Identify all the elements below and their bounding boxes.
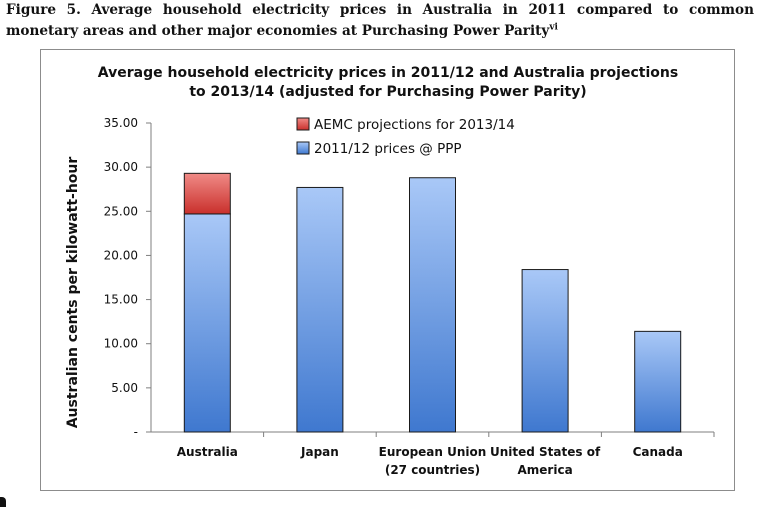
x-category-label: Canada <box>633 445 683 459</box>
y-tick-label: 10.00 <box>104 337 138 351</box>
bar-2011-12-price <box>296 186 344 433</box>
chart-frame: Average household electricity prices in … <box>40 49 735 491</box>
figure-caption-text: Figure 5. Average household electricity … <box>6 2 754 39</box>
x-category-label: (27 countries) <box>385 463 480 477</box>
x-category-label: United States of <box>490 445 601 459</box>
y-tick-label: 5.00 <box>111 381 138 395</box>
bar-chart: Average household electricity prices in … <box>65 65 715 477</box>
chart-title-line: Average household electricity prices in … <box>98 65 678 81</box>
y-tick-label: 30.00 <box>104 160 138 174</box>
y-tick-label: 20.00 <box>104 248 138 262</box>
x-category-label: Australia <box>177 445 238 459</box>
legend-swatch <box>296 141 310 155</box>
y-axis-title: Australian cents per kilowatt-hour <box>65 157 81 429</box>
chart-title-line: to 2013/14 (adjusted for Purchasing Powe… <box>189 84 586 100</box>
bar-2011-12-price <box>409 177 456 433</box>
y-tick-label: 15.00 <box>104 293 138 307</box>
figure-caption-footnote: vi <box>549 22 558 33</box>
figure-caption: Figure 5. Average household electricity … <box>6 0 754 42</box>
x-category-label: Japan <box>300 445 339 459</box>
bar-2011-12-price <box>521 269 569 433</box>
legend-swatch <box>296 117 310 131</box>
legend-label: 2011/12 prices @ PPP <box>314 141 462 157</box>
legend-label: AEMC projections for 2013/14 <box>314 117 515 133</box>
page-edge-mark <box>0 497 6 507</box>
y-tick-label: 25.00 <box>104 204 138 218</box>
x-category-label: European Union <box>379 445 487 459</box>
x-category-label: America <box>518 463 573 477</box>
bar-2011-12-price <box>183 213 231 433</box>
bar-2011-12-price <box>634 330 682 433</box>
y-tick-label: - <box>134 425 138 439</box>
y-tick-label: 35.00 <box>104 116 138 130</box>
bar-aemc-projection <box>183 172 231 215</box>
